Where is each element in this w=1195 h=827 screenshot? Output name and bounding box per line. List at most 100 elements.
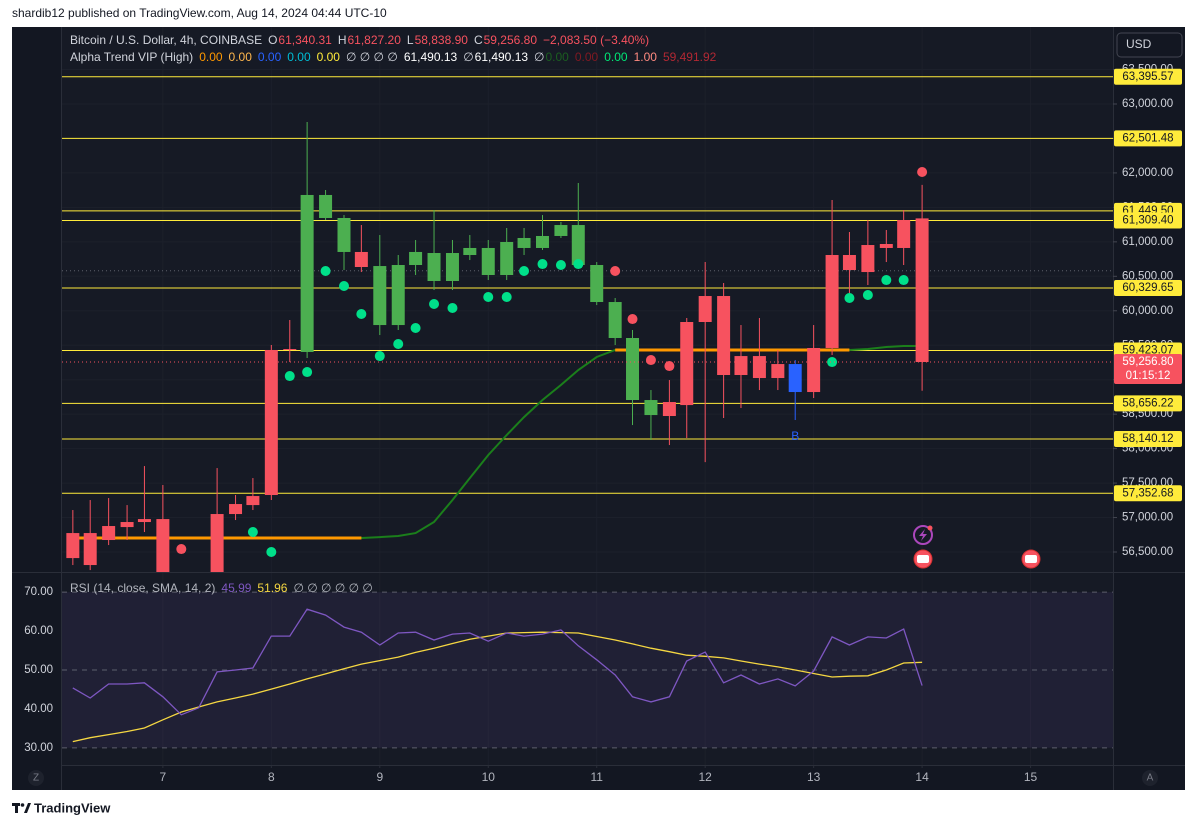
candle-body (354, 251, 368, 268)
signal-dot (447, 303, 458, 314)
scale-toggle[interactable] (28, 770, 44, 786)
y-tick-label: 56,500.00 (1122, 546, 1173, 558)
candle-body (300, 194, 314, 352)
candle-body (156, 519, 170, 572)
alert-dot (927, 525, 933, 531)
legend-item: RSI (14, close, SMA, 14, 2) (70, 581, 215, 595)
x-tick-label: 12 (699, 770, 713, 784)
candle-body (571, 225, 585, 266)
level-label-box (1114, 68, 1182, 85)
auto-scale-label: A (1147, 773, 1154, 784)
legend-item: 61,490.13 (475, 50, 529, 64)
y-tick-label: 40.00 (24, 703, 53, 715)
signal-dot (284, 371, 295, 382)
candle-body (879, 243, 893, 248)
price-plot: B (62, 76, 1113, 572)
candle-body (662, 402, 676, 417)
legend-item: 0.00 (199, 50, 223, 64)
candle-body (409, 251, 423, 266)
y-tick-label: 61,000.00 (1122, 236, 1173, 248)
rsi-plot (62, 591, 1113, 749)
legend-item: Alpha Trend VIP (High) (70, 50, 193, 64)
legend-item: ∅ (463, 50, 473, 64)
legend-item: L (407, 33, 414, 47)
candle-body (680, 322, 694, 406)
candle-body (734, 356, 748, 376)
legend-row: Bitcoin / U.S. Dollar, 4h, COINBASE O61,3… (70, 33, 649, 47)
signal-dot (573, 259, 584, 270)
candle-body (120, 522, 134, 528)
candle-body (210, 514, 224, 572)
candle-body (102, 526, 116, 541)
legend-row: RSI (14, close, SMA, 14, 2) 45.99 51.96 ∅ ∅… (70, 581, 373, 595)
auto-scale-toggle[interactable] (1142, 770, 1158, 786)
legend-item: ∅ ∅ ∅ ∅ (346, 50, 398, 64)
y-tick-label: 30.00 (24, 742, 53, 754)
rsi-line (72, 608, 923, 716)
signal-dot (176, 544, 187, 555)
signal-dot (393, 338, 404, 349)
alert-bolt (919, 529, 927, 541)
currency-button[interactable] (1116, 32, 1183, 58)
publish-note: shardib12 published on TradingView.com, … (12, 6, 387, 20)
y-tick-label: 60,000.00 (1122, 305, 1173, 317)
signal-dot (862, 289, 873, 300)
candle-body (246, 496, 260, 506)
signal-annotation: B (791, 429, 799, 443)
level-label: 60,329.65 (1122, 282, 1173, 294)
candle-body (788, 364, 802, 393)
candle-body (861, 245, 875, 273)
legend-item: −2,083.50 (−3.40%) (543, 33, 649, 47)
level-label: 58,140.12 (1122, 433, 1173, 445)
flag-shape (917, 555, 929, 563)
legend-item: 0.00 (317, 50, 341, 64)
candle-body (752, 356, 766, 379)
signal-dot (898, 275, 909, 286)
legend-item: 51.96 (257, 581, 287, 595)
candle-body (915, 218, 929, 362)
legend-item: C (474, 33, 483, 47)
candle-body (66, 533, 80, 559)
y-tick-label: 70.00 (24, 586, 53, 598)
legend-item: 61,340.31 (278, 33, 332, 47)
candle-body (807, 347, 821, 393)
level-label-box (1114, 430, 1182, 447)
candle-body (229, 504, 243, 515)
x-tick-label: 8 (268, 770, 275, 784)
currency-label: USD (1126, 37, 1152, 51)
signal-dot (302, 367, 313, 378)
signal-dot (555, 260, 566, 271)
legend-item: 58,838.90 (415, 33, 469, 47)
y-tick-label: 50.00 (24, 664, 53, 676)
legend-row: Alpha Trend VIP (High) 0.00 0.00 0.00 0.00 0.… (70, 50, 717, 64)
y-tick-label: 60,500.00 (1122, 270, 1173, 282)
signal-dot (610, 265, 621, 276)
level-label-box (1114, 130, 1182, 147)
x-tick-label: 9 (376, 770, 383, 784)
candle-body (897, 219, 911, 248)
signal-dot (881, 275, 892, 286)
candle-body (535, 235, 549, 248)
signal-dot (247, 527, 258, 538)
legend-item: 61,490.13 (404, 50, 458, 64)
level-label: 58,656.22 (1122, 397, 1173, 409)
candle-body (264, 349, 278, 496)
signal-dot (917, 167, 928, 178)
candle-body (445, 253, 459, 281)
signal-dot (320, 265, 331, 276)
candle-body (283, 349, 297, 351)
y-tick-label: 57,000.00 (1122, 512, 1173, 524)
rsi-pane (62, 573, 1113, 765)
candle-body (825, 255, 839, 348)
candle-body (590, 265, 604, 303)
alert-icon[interactable] (913, 525, 933, 545)
level-label-box (1114, 212, 1182, 229)
candle-body (517, 237, 531, 248)
candle-body (83, 533, 97, 566)
legend-item: 0.00 (229, 50, 253, 64)
level-label-box (1114, 280, 1182, 297)
level-label: 61,309.40 (1122, 215, 1173, 227)
level-label: 63,395.57 (1122, 71, 1173, 83)
level-label-box (1114, 485, 1182, 502)
